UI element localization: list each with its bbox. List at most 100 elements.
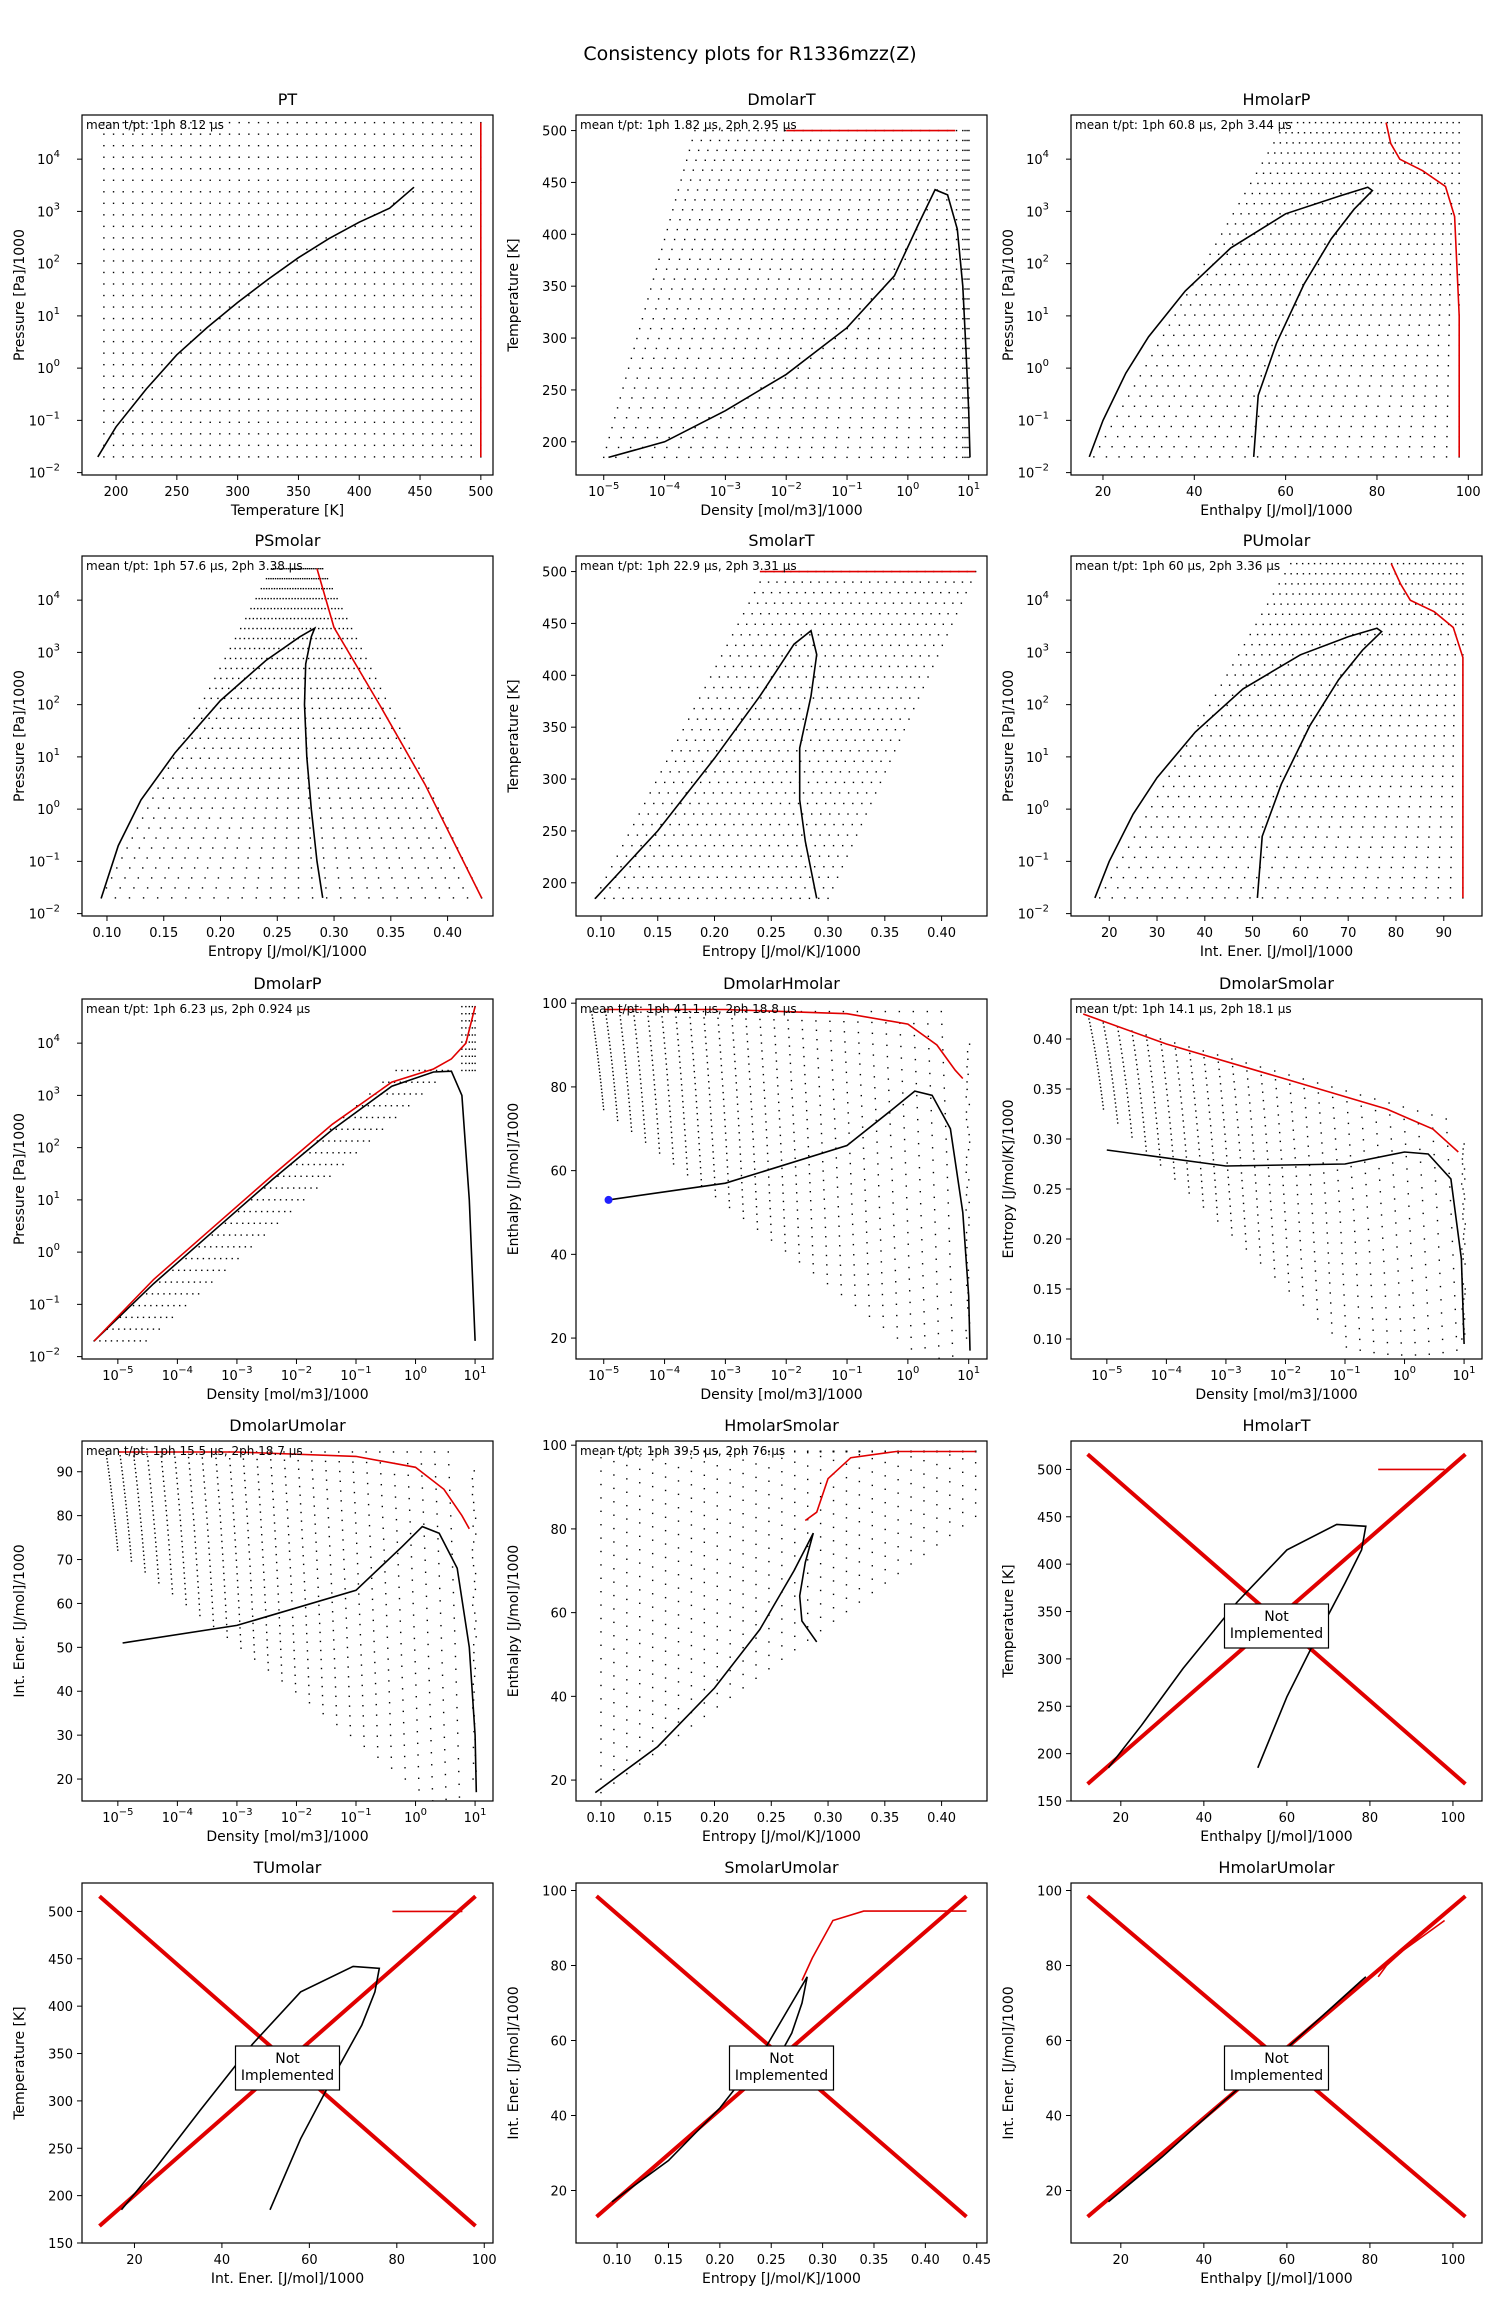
data-point bbox=[1337, 436, 1338, 437]
data-point bbox=[1259, 193, 1260, 194]
data-point bbox=[842, 377, 843, 378]
data-point bbox=[644, 855, 645, 856]
data-point bbox=[269, 588, 270, 589]
data-point bbox=[409, 768, 410, 769]
data-point bbox=[781, 877, 782, 878]
data-point bbox=[830, 199, 831, 200]
data-point bbox=[1458, 284, 1459, 285]
data-point bbox=[441, 214, 442, 215]
data-point bbox=[282, 588, 283, 589]
data-point bbox=[1418, 325, 1419, 326]
data-point bbox=[870, 308, 871, 309]
data-point bbox=[829, 288, 830, 289]
data-point bbox=[387, 738, 388, 739]
data-point bbox=[931, 457, 932, 458]
data-point bbox=[364, 399, 365, 400]
data-point bbox=[227, 708, 228, 709]
data-point bbox=[1342, 274, 1343, 275]
data-point bbox=[786, 771, 787, 772]
data-point bbox=[935, 278, 936, 279]
data-point bbox=[664, 407, 665, 408]
data-point bbox=[925, 259, 926, 260]
data-point bbox=[322, 578, 323, 579]
data-point bbox=[1268, 355, 1269, 356]
data-point bbox=[383, 168, 384, 169]
data-point bbox=[258, 168, 259, 169]
data-point bbox=[152, 306, 153, 307]
data-point bbox=[403, 226, 404, 227]
data-point bbox=[1438, 162, 1439, 163]
data-point bbox=[412, 318, 413, 319]
data-point bbox=[769, 269, 770, 270]
data-point bbox=[881, 298, 882, 299]
data-point bbox=[277, 410, 278, 411]
data-point bbox=[432, 133, 433, 134]
data-point bbox=[207, 867, 208, 868]
data-point bbox=[312, 897, 313, 898]
data-point bbox=[286, 668, 287, 669]
data-point bbox=[316, 341, 317, 342]
data-point bbox=[261, 598, 262, 599]
data-point bbox=[1366, 132, 1367, 133]
data-point bbox=[181, 260, 182, 261]
data-point bbox=[849, 427, 850, 428]
data-point bbox=[232, 738, 233, 739]
data-point bbox=[1330, 284, 1331, 285]
data-point bbox=[422, 341, 423, 342]
data-point bbox=[365, 777, 366, 778]
data-point bbox=[239, 203, 240, 204]
data-point bbox=[327, 578, 328, 579]
data-point bbox=[379, 738, 380, 739]
data-point bbox=[383, 237, 384, 238]
data-point bbox=[867, 750, 868, 751]
data-point bbox=[316, 399, 317, 400]
data-point bbox=[113, 180, 114, 181]
data-point bbox=[1354, 406, 1355, 407]
data-point bbox=[798, 160, 799, 161]
data-point bbox=[956, 457, 957, 458]
data-point bbox=[113, 433, 114, 434]
data-point bbox=[796, 298, 797, 299]
data-point bbox=[840, 771, 841, 772]
data-point bbox=[1372, 132, 1373, 133]
data-point bbox=[923, 328, 924, 329]
data-point bbox=[1173, 335, 1174, 336]
data-point bbox=[335, 237, 336, 238]
data-point bbox=[672, 750, 673, 751]
data-point bbox=[244, 877, 245, 878]
data-point bbox=[277, 203, 278, 204]
data-point bbox=[1451, 183, 1452, 184]
data-point bbox=[297, 608, 298, 609]
data-point bbox=[1376, 416, 1377, 417]
data-point bbox=[1392, 193, 1393, 194]
data-point bbox=[1244, 254, 1245, 255]
data-point bbox=[870, 189, 871, 190]
data-point bbox=[675, 407, 676, 408]
data-point bbox=[1312, 173, 1313, 174]
data-point bbox=[277, 214, 278, 215]
data-point bbox=[375, 708, 376, 709]
data-point bbox=[1249, 325, 1250, 326]
data-point bbox=[1407, 193, 1408, 194]
data-point bbox=[325, 329, 326, 330]
data-point bbox=[689, 397, 690, 398]
data-point bbox=[318, 598, 319, 599]
data-point bbox=[1364, 416, 1365, 417]
data-point bbox=[928, 169, 929, 170]
data-point bbox=[451, 295, 452, 296]
data-point bbox=[867, 771, 868, 772]
data-point bbox=[354, 272, 355, 273]
data-point bbox=[964, 219, 965, 220]
data-point bbox=[171, 180, 172, 181]
data-point bbox=[731, 792, 732, 793]
data-point bbox=[313, 728, 314, 729]
data-point bbox=[798, 288, 799, 289]
data-point bbox=[412, 410, 413, 411]
data-point bbox=[412, 260, 413, 261]
data-point bbox=[260, 618, 261, 619]
data-point bbox=[1371, 264, 1372, 265]
data-point bbox=[716, 803, 717, 804]
data-point bbox=[357, 678, 358, 679]
data-point bbox=[1397, 436, 1398, 437]
data-point bbox=[808, 150, 809, 151]
